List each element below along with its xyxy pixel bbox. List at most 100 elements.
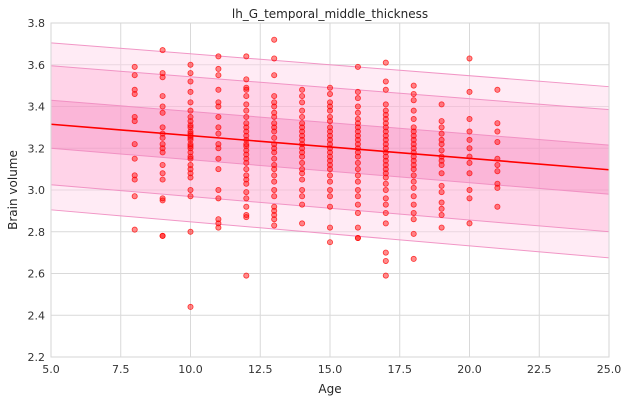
data-point [299, 128, 306, 135]
data-point [410, 201, 417, 208]
data-point [187, 122, 194, 129]
data-point [354, 201, 361, 208]
data-point [382, 78, 389, 85]
data-point [354, 124, 361, 131]
data-point [494, 180, 501, 187]
data-point [187, 166, 194, 173]
data-point [187, 153, 194, 160]
data-point [326, 113, 333, 120]
data-point [299, 159, 306, 166]
data-point [187, 124, 194, 131]
data-point [382, 86, 389, 93]
plot-frame [50, 22, 610, 358]
data-point [299, 153, 306, 160]
y-tick-label: 2.8 [28, 226, 46, 239]
data-point [187, 303, 194, 310]
data-point [131, 118, 138, 125]
data-point [382, 272, 389, 279]
data-point [187, 193, 194, 200]
data-point [382, 120, 389, 127]
data-point [187, 107, 194, 114]
data-point [131, 113, 138, 120]
data-point [299, 186, 306, 193]
data-point [410, 124, 417, 131]
data-point [271, 99, 278, 106]
data-point [243, 113, 250, 120]
data-point [243, 147, 250, 154]
data-point [410, 184, 417, 191]
data-point [187, 161, 194, 168]
y-tick-label: 3.0 [28, 184, 46, 197]
data-point [326, 103, 333, 110]
data-point [159, 170, 166, 177]
y-tick-label: 3.2 [28, 142, 46, 155]
data-point [159, 145, 166, 152]
data-point [299, 93, 306, 100]
data-point [382, 195, 389, 202]
x-tick-label: 22.5 [527, 363, 552, 376]
data-point [271, 222, 278, 229]
data-points [131, 36, 501, 310]
data-point [438, 205, 445, 212]
data-point [159, 93, 166, 100]
data-point [215, 65, 222, 72]
data-point [299, 193, 306, 200]
data-point [159, 134, 166, 141]
data-point [215, 53, 222, 60]
data-point [243, 189, 250, 196]
data-point [187, 141, 194, 148]
data-point [326, 157, 333, 164]
data-point [271, 172, 278, 179]
data-point [187, 170, 194, 177]
data-point [243, 180, 250, 187]
data-point [494, 203, 501, 210]
data-point [326, 99, 333, 106]
data-point [243, 84, 250, 91]
data-point [466, 128, 473, 135]
data-point [131, 90, 138, 97]
data-point [271, 212, 278, 219]
data-point [410, 172, 417, 179]
data-point [243, 76, 250, 83]
data-point [410, 161, 417, 168]
data-point [354, 159, 361, 166]
data-point [243, 141, 250, 148]
data-point [271, 149, 278, 156]
data-point [215, 155, 222, 162]
data-point [326, 161, 333, 168]
data-point [159, 70, 166, 77]
data-point [187, 186, 194, 193]
x-tick-label: 25.0 [597, 363, 622, 376]
data-point [326, 186, 333, 193]
data-point [382, 161, 389, 168]
data-point [271, 120, 278, 127]
data-point [466, 195, 473, 202]
data-point [466, 186, 473, 193]
data-point [354, 166, 361, 173]
data-point [243, 272, 250, 279]
data-point [382, 257, 389, 264]
data-point [271, 109, 278, 116]
data-point [243, 128, 250, 135]
data-point [131, 226, 138, 233]
data-point [131, 86, 138, 93]
data-point [187, 174, 194, 181]
data-point [410, 128, 417, 135]
data-point [299, 149, 306, 156]
data-point [299, 107, 306, 114]
data-point [410, 178, 417, 185]
data-point [410, 193, 417, 200]
y-tick-label: 3.8 [28, 17, 46, 30]
data-point [326, 193, 333, 200]
data-point [354, 224, 361, 231]
data-point [410, 107, 417, 114]
fit-line [50, 123, 610, 171]
data-point [382, 136, 389, 143]
data-point [326, 107, 333, 114]
data-point [494, 120, 501, 127]
data-point [354, 141, 361, 148]
data-point [215, 103, 222, 110]
x-tick-label: 17.5 [388, 363, 413, 376]
data-point [159, 176, 166, 183]
data-point [131, 172, 138, 179]
